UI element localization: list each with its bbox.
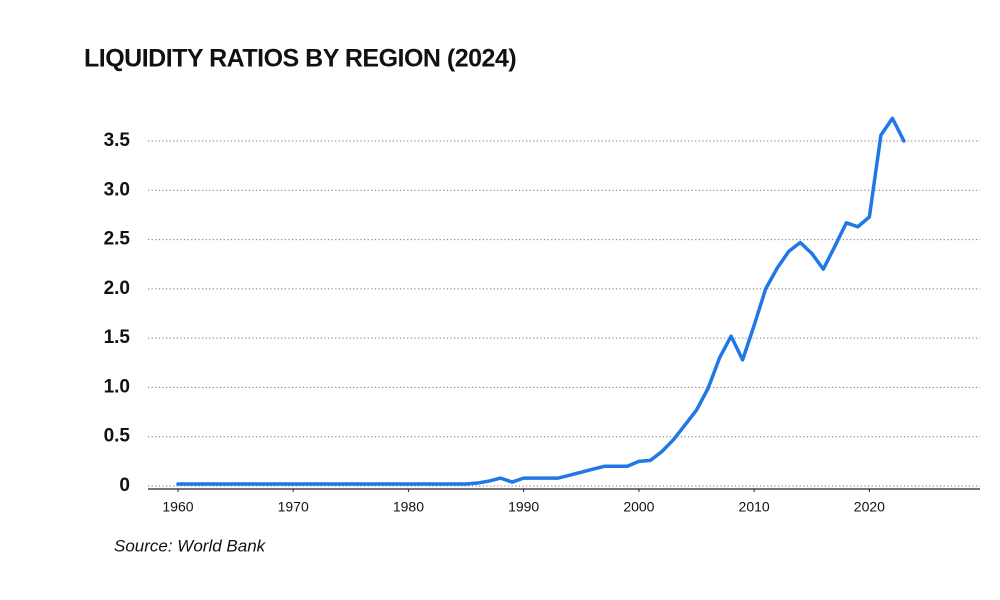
y-tick-label: 2.0: [104, 278, 130, 299]
x-tick-label: 1960: [162, 499, 193, 515]
y-tick-label: 1.5: [104, 327, 131, 348]
y-tick-label: 0.5: [104, 426, 131, 447]
x-tick-label: 1980: [393, 499, 424, 515]
y-tick-label: 3.0: [104, 179, 130, 200]
x-tick-label: 2020: [854, 499, 885, 515]
y-tick-label: 3.5: [104, 130, 131, 151]
x-tick-label: 2010: [739, 499, 770, 515]
x-tick-label: 1970: [278, 499, 309, 515]
x-tick-label: 1990: [508, 499, 539, 515]
source-note: Source: World Bank: [114, 536, 267, 555]
y-tick-label: 0: [119, 475, 130, 496]
data-line: [176, 116, 906, 486]
chart-title: LIQUIDITY RATIOS BY REGION (2024): [84, 45, 516, 73]
y-tick-label: 1.0: [104, 376, 130, 397]
y-tick-label: 2.5: [104, 229, 131, 250]
x-tick-label: 2000: [623, 499, 654, 515]
